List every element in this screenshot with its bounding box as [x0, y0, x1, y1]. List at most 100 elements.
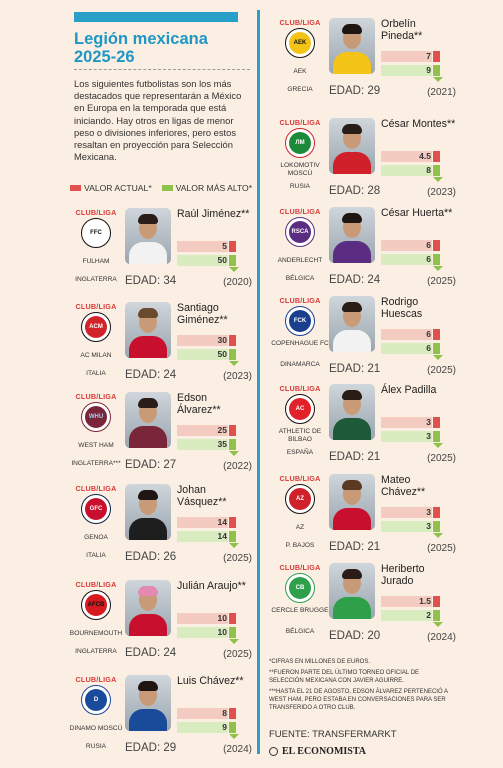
league-country: DINAMARCA [280, 361, 320, 369]
league-country: RUSIA [85, 742, 107, 750]
player-name: Álex Padilla [381, 384, 437, 396]
player-age: EDAD: 24 [125, 369, 177, 381]
player-name: Mateo Chávez** [381, 474, 426, 498]
athletic-badge: AC [285, 394, 315, 424]
legend-current-swatch [70, 185, 81, 191]
club-crest-icon: AFCB [85, 594, 107, 616]
brand-logo: EL ECONOMISTA [269, 746, 366, 757]
player-photo [125, 580, 171, 636]
footnotes: *Cifras en millones de euros. **Fueron p… [269, 658, 449, 715]
player-name: Orbelín Pineda** [381, 18, 423, 42]
player-age: EDAD: 29 [329, 85, 381, 97]
current-value-bar: 30 [177, 335, 237, 346]
current-value: 6 [426, 329, 431, 339]
max-value-year: (2024) [427, 632, 456, 643]
club-name: AZ [295, 524, 305, 531]
club-label: CLUB/LIGA [279, 207, 321, 216]
club-crest-icon: FCK [289, 310, 311, 332]
player-age: EDAD: 24 [329, 274, 381, 286]
brand-icon [269, 747, 278, 756]
player-photo [125, 484, 171, 540]
legend-current: VALOR ACTUAL* [70, 183, 152, 193]
club-name: GENOA [84, 534, 108, 541]
club-name: CERCLE BRUGGE [271, 607, 329, 614]
player-photo [329, 563, 375, 619]
current-value-bar: 3 [381, 417, 441, 428]
footnote-2: **Fueron parte del último torneo oficial… [269, 670, 420, 684]
club-crest-icon: WHU [85, 406, 107, 428]
player-age: EDAD: 29 [125, 742, 177, 754]
league-country: ITALIA [86, 369, 106, 377]
down-arrow-icon [229, 734, 239, 739]
current-value: 30 [217, 335, 227, 345]
player-age: EDAD: 26 [125, 551, 177, 563]
down-arrow-icon [433, 622, 443, 627]
player-photo [329, 296, 375, 352]
down-arrow-icon [433, 355, 443, 360]
max-value-bar: 6 [381, 254, 441, 265]
player-age: EDAD: 24 [125, 647, 177, 659]
cercle-badge: CB [285, 573, 315, 603]
player-card: CLUB/LIGA RSCA ANDERLECHT BÉLGICA César … [274, 207, 456, 299]
player-card: CLUB/LIGA AFCB BOURNEMOUTH INGLATERRA Ju… [70, 580, 252, 672]
player-photo [329, 384, 375, 440]
league-country: BÉLGICA [285, 628, 315, 636]
player-card: CLUB/LIGA WHU WEST HAM INGLATERRA*** Eds… [70, 392, 252, 484]
player-age: EDAD: 27 [125, 459, 177, 471]
current-value-bar: 7 [381, 51, 441, 62]
down-arrow-icon [229, 639, 239, 644]
player-name: Santiago Giménez** [177, 302, 228, 326]
player-card: CLUB/LIGA FCK COPENHAGUE FC DINAMARCA Ro… [271, 296, 456, 388]
player-card: CLUB/LIGA D DINAMO MOSCÚ RUSIA Luis Cháv… [70, 675, 252, 767]
max-value-bar: 3 [381, 431, 441, 442]
max-value-bar: 10 [177, 627, 237, 638]
player-photo [329, 474, 375, 530]
max-value-bar: 6 [381, 343, 441, 354]
down-arrow-icon [433, 266, 443, 271]
current-value: 25 [217, 425, 227, 435]
club-crest-icon: GFC [85, 498, 107, 520]
current-value: 7 [426, 51, 431, 61]
player-name: César Huerta** [381, 207, 453, 219]
max-value-bar: 50 [177, 349, 237, 360]
copenhague-badge: FCK [285, 306, 315, 336]
max-value-year: (2022) [223, 461, 252, 472]
max-value-year: (2023) [427, 187, 456, 198]
player-photo [329, 207, 375, 263]
max-value-year: (2025) [223, 553, 252, 564]
club-name: LOKOMOTIV MOSCÚ [280, 162, 320, 177]
club-crest-icon: CB [289, 577, 311, 599]
down-arrow-icon [433, 77, 443, 82]
max-value: 35 [217, 439, 227, 449]
player-card: CLUB/LIGA ACM AC MILAN ITALIA Santiago G… [70, 302, 252, 394]
player-card: CLUB/LIGA AEK AEK GRECIA Orbelín Pineda*… [274, 18, 456, 110]
club-label: CLUB/LIGA [279, 563, 321, 572]
current-value-bar: 6 [381, 240, 441, 251]
lokomotiv-badge: ЛМ [285, 128, 315, 158]
club-name: AC MILAN [80, 352, 112, 359]
title-divider [74, 69, 250, 70]
club-crest-icon: ACM [85, 316, 107, 338]
current-value: 14 [217, 517, 227, 527]
az-badge: AZ [285, 484, 315, 514]
current-value: 10 [217, 613, 227, 623]
legend-current-label: VALOR ACTUAL* [84, 183, 152, 193]
max-value: 50 [217, 255, 227, 265]
club-crest-icon: AC [289, 398, 311, 420]
player-card: CLUB/LIGA ЛМ LOKOMOTIV MOSCÚ RUSIA César… [274, 118, 456, 210]
max-value-bar: 8 [381, 165, 441, 176]
max-value-year: (2025) [427, 543, 456, 554]
club-name: FULHAM [82, 258, 110, 265]
max-value-year: (2020) [223, 277, 252, 288]
down-arrow-icon [229, 267, 239, 272]
player-card: CLUB/LIGA CB CERCLE BRUGGE BÉLGICA Herib… [271, 563, 456, 655]
league-country: ITALIA [86, 551, 106, 559]
club-label: CLUB/LIGA [75, 484, 117, 493]
club-label: CLUB/LIGA [279, 474, 321, 483]
club-label: CLUB/LIGA [75, 302, 117, 311]
max-value: 9 [222, 722, 227, 732]
club-name: ATHLETIC DE BILBAO [278, 428, 322, 443]
current-value: 5 [222, 241, 227, 251]
current-value: 3 [426, 417, 431, 427]
max-value: 6 [426, 254, 431, 264]
